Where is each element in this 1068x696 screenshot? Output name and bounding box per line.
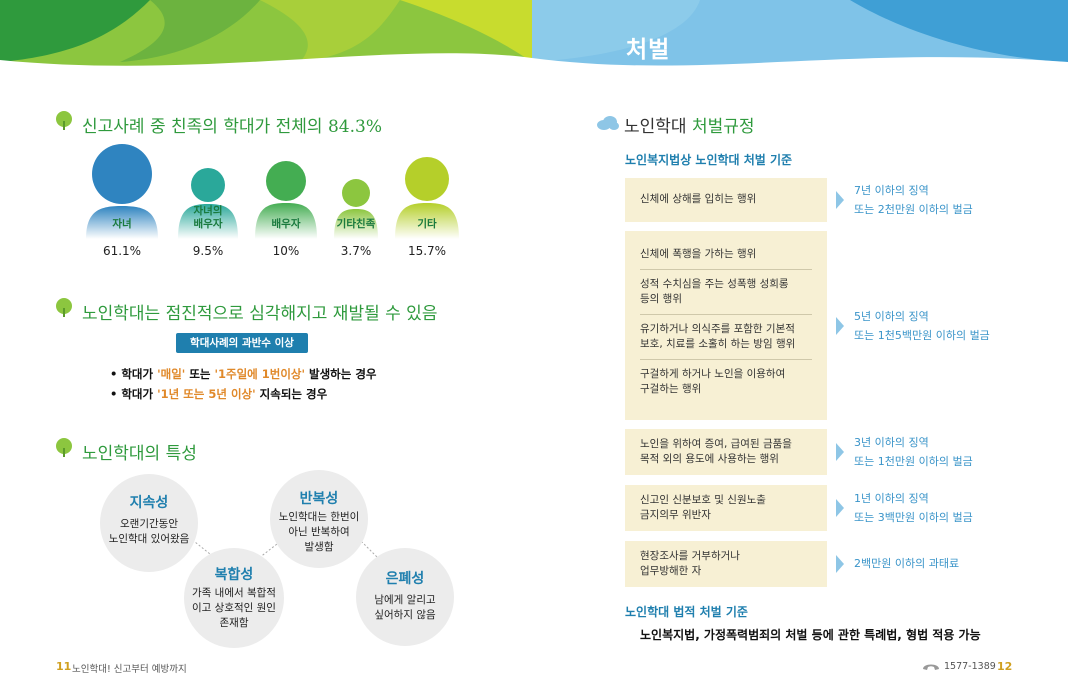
heading-welfare-law: 노인복지법상 노인학대 처벌 기준 bbox=[625, 153, 793, 167]
offense-item: 구걸하게 하거나 노인을 이용하여 구걸하는 행위 bbox=[640, 368, 786, 395]
majority-badge: 학대사례의 과반수 이상 bbox=[176, 333, 308, 353]
offense-item: 신체에 폭행을 가하는 행위 bbox=[640, 248, 757, 260]
offense-box: 노인을 위하여 증여, 급여된 금품을 목적 외의 용도에 사용하는 행위 bbox=[625, 429, 827, 475]
offense-item: 현장조사를 거부하거나 업무방해한 자 bbox=[640, 550, 740, 577]
person-icon bbox=[178, 168, 238, 239]
person-figure: 기타친족 bbox=[334, 179, 378, 239]
phone-icon bbox=[923, 664, 939, 670]
offense-box: 신체에 폭행을 가하는 행위 성적 수치심을 주는 성폭행 성희롱 등의 행위 … bbox=[625, 231, 827, 420]
offense-item: 유기하거나 의식주를 포함한 기본적 보호, 치료를 소홀히 하는 방임 행위 bbox=[640, 323, 796, 350]
person-figure: 배우자 bbox=[255, 161, 317, 239]
offense-item: 노인을 위하여 증여, 급여된 금품을 목적 외의 용도에 사용하는 행위 bbox=[640, 438, 792, 465]
offense-box: 신체에 상해를 입히는 행위 bbox=[625, 178, 827, 222]
page-title: 처벌 bbox=[626, 36, 671, 63]
person-icon bbox=[395, 157, 459, 239]
person-icon bbox=[86, 144, 158, 239]
bullet-duration: • 학대가 '1년 또는 5년 이상' 지속되는 경우 bbox=[110, 387, 328, 401]
applicable-laws-text: 노인복지법, 가정폭력범죄의 처벌 등에 관한 특례법, 형법 적용 가능 bbox=[640, 628, 981, 642]
arrow-right-icon bbox=[836, 443, 844, 461]
penalty-text: 3년 이하의 징역 또는 1천만원 이하의 벌금 bbox=[854, 436, 973, 468]
trait-complexity: 복합성 가족 내에서 복합적 이고 상호적인 원인 존재함 bbox=[184, 548, 284, 648]
trait-persistence: 지속성 오랜기간동안 노인학대 있어왔음 bbox=[100, 474, 198, 572]
header-banner bbox=[0, 0, 1068, 80]
person-percent: 3.7% bbox=[340, 244, 372, 258]
trait-repetition: 반복성 노인학대는 한번이 아닌 반복하여 발생함 bbox=[270, 470, 368, 568]
footer-book-title: 노인학대! 신고부터 예방까지 bbox=[72, 664, 187, 675]
arrow-right-icon bbox=[836, 555, 844, 573]
person-figure: 기타 bbox=[395, 157, 459, 239]
arrow-right-icon bbox=[836, 499, 844, 517]
offense-item: 성적 수치심을 주는 성폭행 성희롱 등의 행위 bbox=[640, 278, 789, 305]
penalty-text: 1년 이하의 징역 또는 3백만원 이하의 벌금 bbox=[854, 492, 973, 524]
page-number-right: 12 bbox=[997, 660, 1013, 673]
penalty-text: 5년 이하의 징역 또는 1천5백만원 이하의 벌금 bbox=[854, 310, 990, 342]
arrow-right-icon bbox=[836, 191, 844, 209]
section-title-characteristics: 노인학대의 특성 bbox=[82, 444, 197, 464]
section-title-recurrence: 노인학대는 점진적으로 심각해지고 재발될 수 있음 bbox=[82, 304, 438, 324]
offense-item: 신고인 신분보호 및 신원노출 금지의무 위반자 bbox=[640, 494, 766, 521]
person-percent: 15.7% bbox=[407, 244, 447, 258]
cloud-icon bbox=[597, 116, 619, 130]
heading-legal-punishment: 노인학대 법적 처벌 기준 bbox=[625, 605, 748, 619]
penalty-text: 7년 이하의 징역 또는 2천만원 이하의 벌금 bbox=[854, 184, 973, 216]
leaf-icon bbox=[56, 438, 72, 457]
offense-item: 신체에 상해를 입히는 행위 bbox=[640, 193, 757, 205]
bullet-frequency: • 학대가 '매일' 또는 '1주일에 1번이상' 발생하는 경우 bbox=[110, 367, 377, 381]
person-figure: 자녀의 배우자 bbox=[178, 168, 238, 239]
section-title-punishment: 노인학대 처벌규정 bbox=[624, 117, 755, 137]
person-label: 자녀 bbox=[112, 218, 132, 230]
page-number-left: 11 bbox=[56, 660, 72, 673]
section-title-relatives: 신고사례 중 친족의 학대가 전체의 84.3% bbox=[82, 117, 382, 137]
person-icon bbox=[334, 179, 378, 239]
person-percent: 61.1% bbox=[102, 244, 142, 258]
leaf-icon bbox=[56, 298, 72, 317]
offense-box: 현장조사를 거부하거나 업무방해한 자 bbox=[625, 541, 827, 587]
person-label: 배우자 bbox=[271, 218, 301, 230]
hotline-number: 1577-1389 bbox=[944, 661, 996, 672]
trait-concealment: 은폐성 남에게 알리고 싶어하지 않음 bbox=[356, 548, 454, 646]
person-icon bbox=[255, 161, 317, 239]
person-label: 자녀의 배우자 bbox=[193, 205, 223, 230]
person-label: 기타 bbox=[417, 218, 437, 230]
offense-box: 신고인 신분보호 및 신원노출 금지의무 위반자 bbox=[625, 485, 827, 531]
arrow-right-icon bbox=[836, 317, 844, 335]
person-figure: 자녀 bbox=[86, 144, 158, 239]
penalty-text: 2백만원 이하의 과태료 bbox=[854, 557, 960, 570]
person-percent: 9.5% bbox=[192, 244, 224, 258]
person-label: 기타친족 bbox=[336, 218, 376, 230]
person-percent: 10% bbox=[272, 244, 300, 258]
leaf-icon bbox=[56, 111, 72, 130]
